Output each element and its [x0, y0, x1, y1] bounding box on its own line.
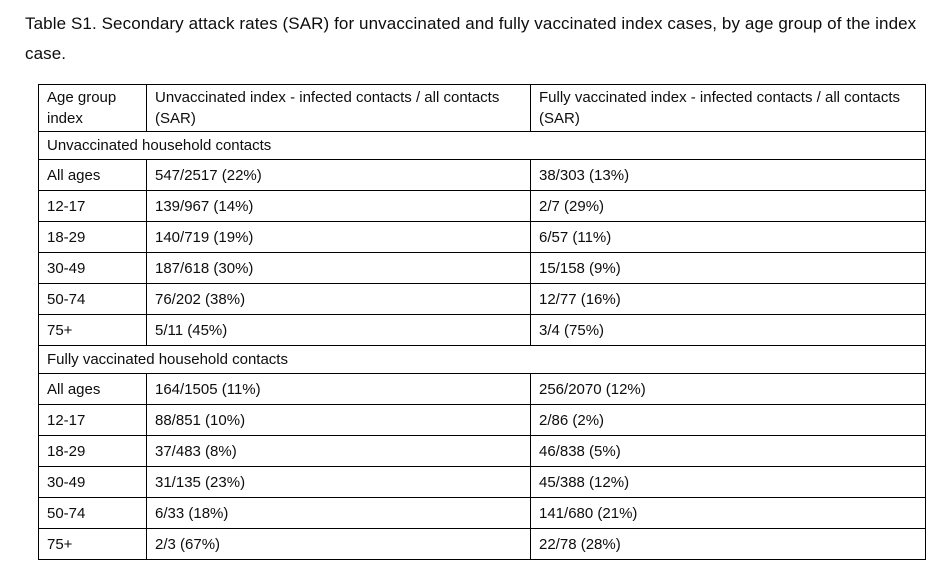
fully-vaccinated-index-cell: 45/388 (12%) [530, 466, 926, 498]
table-row: 30-49 187/618 (30%) 15/158 (9%) [38, 252, 926, 284]
table-row: All ages 547/2517 (22%) 38/303 (13%) [38, 159, 926, 191]
fully-vaccinated-index-cell: 46/838 (5%) [530, 435, 926, 467]
table-row: 12-17 88/851 (10%) 2/86 (2%) [38, 404, 926, 436]
fully-vaccinated-index-cell: 38/303 (13%) [530, 159, 926, 191]
age-group-cell: 75+ [38, 314, 147, 346]
unvaccinated-index-cell: 37/483 (8%) [146, 435, 531, 467]
fully-vaccinated-index-cell: 6/57 (11%) [530, 221, 926, 253]
age-group-cell: 30-49 [38, 252, 147, 284]
age-group-cell: 18-29 [38, 221, 147, 253]
unvaccinated-index-cell: 547/2517 (22%) [146, 159, 531, 191]
age-group-cell: All ages [38, 373, 147, 405]
fully-vaccinated-index-cell: 15/158 (9%) [530, 252, 926, 284]
column-header-unvaccinated-index: Unvaccinated index - infected contacts /… [146, 84, 531, 132]
column-header-fully-vaccinated-index: Fully vaccinated index - infected contac… [530, 84, 926, 132]
unvaccinated-index-cell: 76/202 (38%) [146, 283, 531, 315]
section-label: Fully vaccinated household contacts [38, 345, 926, 374]
table-row: 50-74 76/202 (38%) 12/77 (16%) [38, 283, 926, 315]
fully-vaccinated-index-cell: 2/7 (29%) [530, 190, 926, 222]
fully-vaccinated-index-cell: 12/77 (16%) [530, 283, 926, 315]
age-group-cell: 75+ [38, 528, 147, 560]
unvaccinated-index-cell: 140/719 (19%) [146, 221, 531, 253]
column-header-age-group: Age group index [38, 84, 147, 132]
table-row: All ages 164/1505 (11%) 256/2070 (12%) [38, 373, 926, 405]
age-group-cell: 12-17 [38, 404, 147, 436]
section-row-unvaccinated-contacts: Unvaccinated household contacts [38, 131, 926, 160]
fully-vaccinated-index-cell: 2/86 (2%) [530, 404, 926, 436]
fully-vaccinated-index-cell: 141/680 (21%) [530, 497, 926, 529]
table-row: 50-74 6/33 (18%) 141/680 (21%) [38, 497, 926, 529]
fully-vaccinated-index-cell: 22/78 (28%) [530, 528, 926, 560]
unvaccinated-index-cell: 88/851 (10%) [146, 404, 531, 436]
table-row: 12-17 139/967 (14%) 2/7 (29%) [38, 190, 926, 222]
unvaccinated-index-cell: 187/618 (30%) [146, 252, 531, 284]
table-header-row: Age group index Unvaccinated index - inf… [38, 84, 926, 132]
fully-vaccinated-index-cell: 3/4 (75%) [530, 314, 926, 346]
unvaccinated-index-cell: 2/3 (67%) [146, 528, 531, 560]
table-row: 30-49 31/135 (23%) 45/388 (12%) [38, 466, 926, 498]
age-group-cell: 30-49 [38, 466, 147, 498]
unvaccinated-index-cell: 6/33 (18%) [146, 497, 531, 529]
age-group-cell: 12-17 [38, 190, 147, 222]
age-group-cell: 18-29 [38, 435, 147, 467]
unvaccinated-index-cell: 5/11 (45%) [146, 314, 531, 346]
unvaccinated-index-cell: 31/135 (23%) [146, 466, 531, 498]
unvaccinated-index-cell: 139/967 (14%) [146, 190, 531, 222]
unvaccinated-index-cell: 164/1505 (11%) [146, 373, 531, 405]
section-label: Unvaccinated household contacts [38, 131, 926, 160]
sar-table: Age group index Unvaccinated index - inf… [38, 84, 926, 560]
table-row: 75+ 2/3 (67%) 22/78 (28%) [38, 528, 926, 560]
age-group-cell: 50-74 [38, 283, 147, 315]
table-row: 18-29 140/719 (19%) 6/57 (11%) [38, 221, 926, 253]
table-row: 18-29 37/483 (8%) 46/838 (5%) [38, 435, 926, 467]
table-caption: Table S1. Secondary attack rates (SAR) f… [25, 14, 917, 63]
section-row-fully-vaccinated-contacts: Fully vaccinated household contacts [38, 345, 926, 374]
age-group-cell: All ages [38, 159, 147, 191]
fully-vaccinated-index-cell: 256/2070 (12%) [530, 373, 926, 405]
table-row: 75+ 5/11 (45%) 3/4 (75%) [38, 314, 926, 346]
age-group-cell: 50-74 [38, 497, 147, 529]
